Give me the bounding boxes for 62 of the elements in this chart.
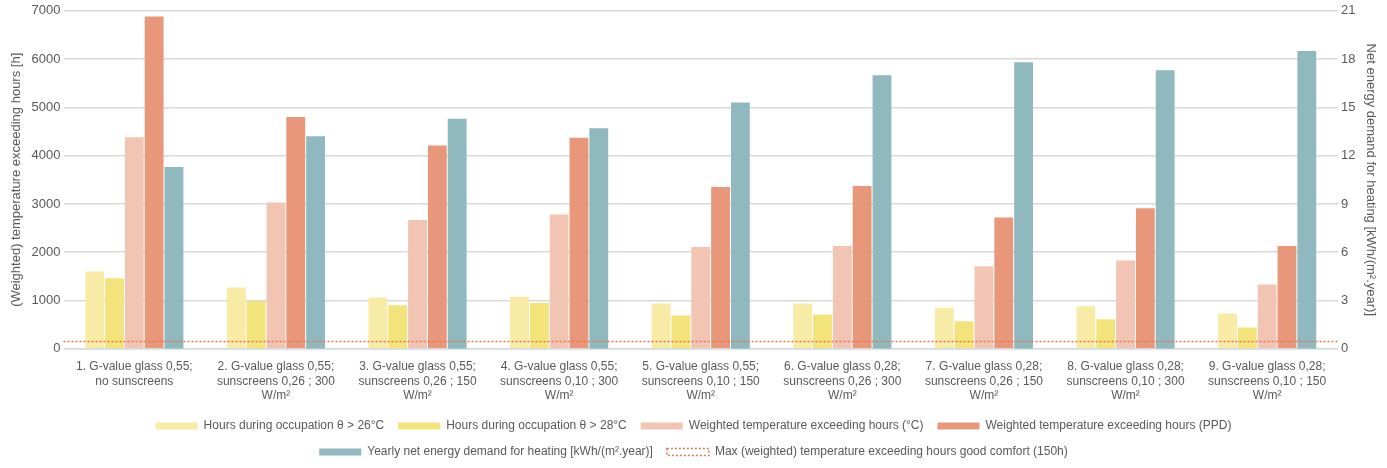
bar [1014, 62, 1033, 349]
y2-tick-label: 0 [1340, 340, 1349, 356]
legend-label: Hours during occupation θ > 26°C [203, 418, 385, 433]
bar [549, 214, 569, 349]
bar [124, 137, 144, 349]
bar [651, 303, 671, 349]
y-axis-title: (Weighted) temperature exceeding hours [h] [8, 52, 24, 307]
bar [832, 245, 852, 349]
legend-label: Yearly net energy demand for heating [kWh/(m².year)] [367, 444, 653, 459]
x-tick-label: 7. G-value glass 0,28; sunscreens 0,26 ; 150 W/m² [924, 359, 1044, 403]
bar [793, 303, 813, 349]
bar [266, 202, 286, 349]
bar [1297, 51, 1317, 349]
bar [1257, 284, 1277, 349]
y-tick-label: 3000 [31, 195, 61, 211]
bar [226, 287, 246, 349]
y-tick-label: 1000 [31, 292, 61, 308]
y2-tick-label: 18 [1340, 50, 1356, 66]
bar [671, 315, 691, 349]
bar [388, 305, 408, 349]
y2-axis-title: Net energy demand for heating [kWh/(m².year)] [1363, 43, 1379, 316]
y-tick-label: 6000 [31, 50, 61, 66]
bar [246, 301, 266, 349]
y2-tick-label: 9 [1340, 195, 1349, 211]
bar [85, 271, 105, 349]
bar [529, 302, 549, 349]
y2-tick-label: 15 [1340, 98, 1356, 114]
bar [1218, 313, 1237, 349]
y2-tick-label: 6 [1340, 243, 1349, 259]
y-tick-label: 4000 [31, 147, 61, 163]
bar [1237, 327, 1257, 349]
bar [691, 246, 711, 349]
y-tick-label: 0 [53, 340, 61, 356]
legend-label: Weighted temperature exceeding hours (°C) [688, 418, 924, 433]
x-tick-label: 6. G-value glass 0,28; sunscreens 0,26 ; 300 W/m² [783, 359, 902, 403]
x-tick-label: 3. G-value glass 0,55; sunscreens 0,26 ; 150 W/m² [358, 359, 477, 403]
legend-label: Hours during occupation θ > 28°C [446, 418, 628, 433]
x-tick-label: 9. G-value glass 0,28; sunscreens 0,10 ; 150 W/m² [1208, 359, 1327, 403]
bar [510, 296, 529, 349]
bar [934, 307, 954, 349]
legend-label: Max (weighted) temperature exceeding hours good comfort (150h) [714, 444, 1068, 459]
y2-tick-label: 21 [1340, 2, 1356, 18]
x-tick-label: 2. G-value glass 0,55; sunscreens 0,26 ; 300 W/m² [216, 359, 336, 403]
legend-label: Weighted temperature exceeding hours (PPD) [985, 418, 1232, 433]
bar [1116, 260, 1135, 349]
x-tick-label: 1. G-value glass 0,55; no sunscreens [75, 359, 193, 388]
y2-tick-label: 12 [1340, 147, 1356, 163]
bar [813, 314, 832, 349]
bar [105, 278, 124, 349]
y2-tick-label: 3 [1340, 292, 1349, 308]
bar [408, 219, 427, 349]
bar [368, 297, 388, 349]
bar [1096, 319, 1116, 349]
y-tick-label: 7000 [31, 2, 61, 18]
bar [974, 266, 994, 349]
x-tick-label: 8. G-value glass 0,28; sunscreens 0,10 ; 300 W/m² [1066, 359, 1185, 403]
y-tick-label: 2000 [31, 243, 61, 259]
y-tick-label: 5000 [31, 98, 61, 114]
x-tick-label: 5. G-value glass 0,55; sunscreens 0,10 ; 150 W/m² [641, 359, 761, 403]
x-tick-label: 4. G-value glass 0,55; sunscreens 0,10 ; 300 W/m² [500, 359, 619, 403]
bar [954, 321, 974, 349]
bar [1076, 306, 1096, 349]
